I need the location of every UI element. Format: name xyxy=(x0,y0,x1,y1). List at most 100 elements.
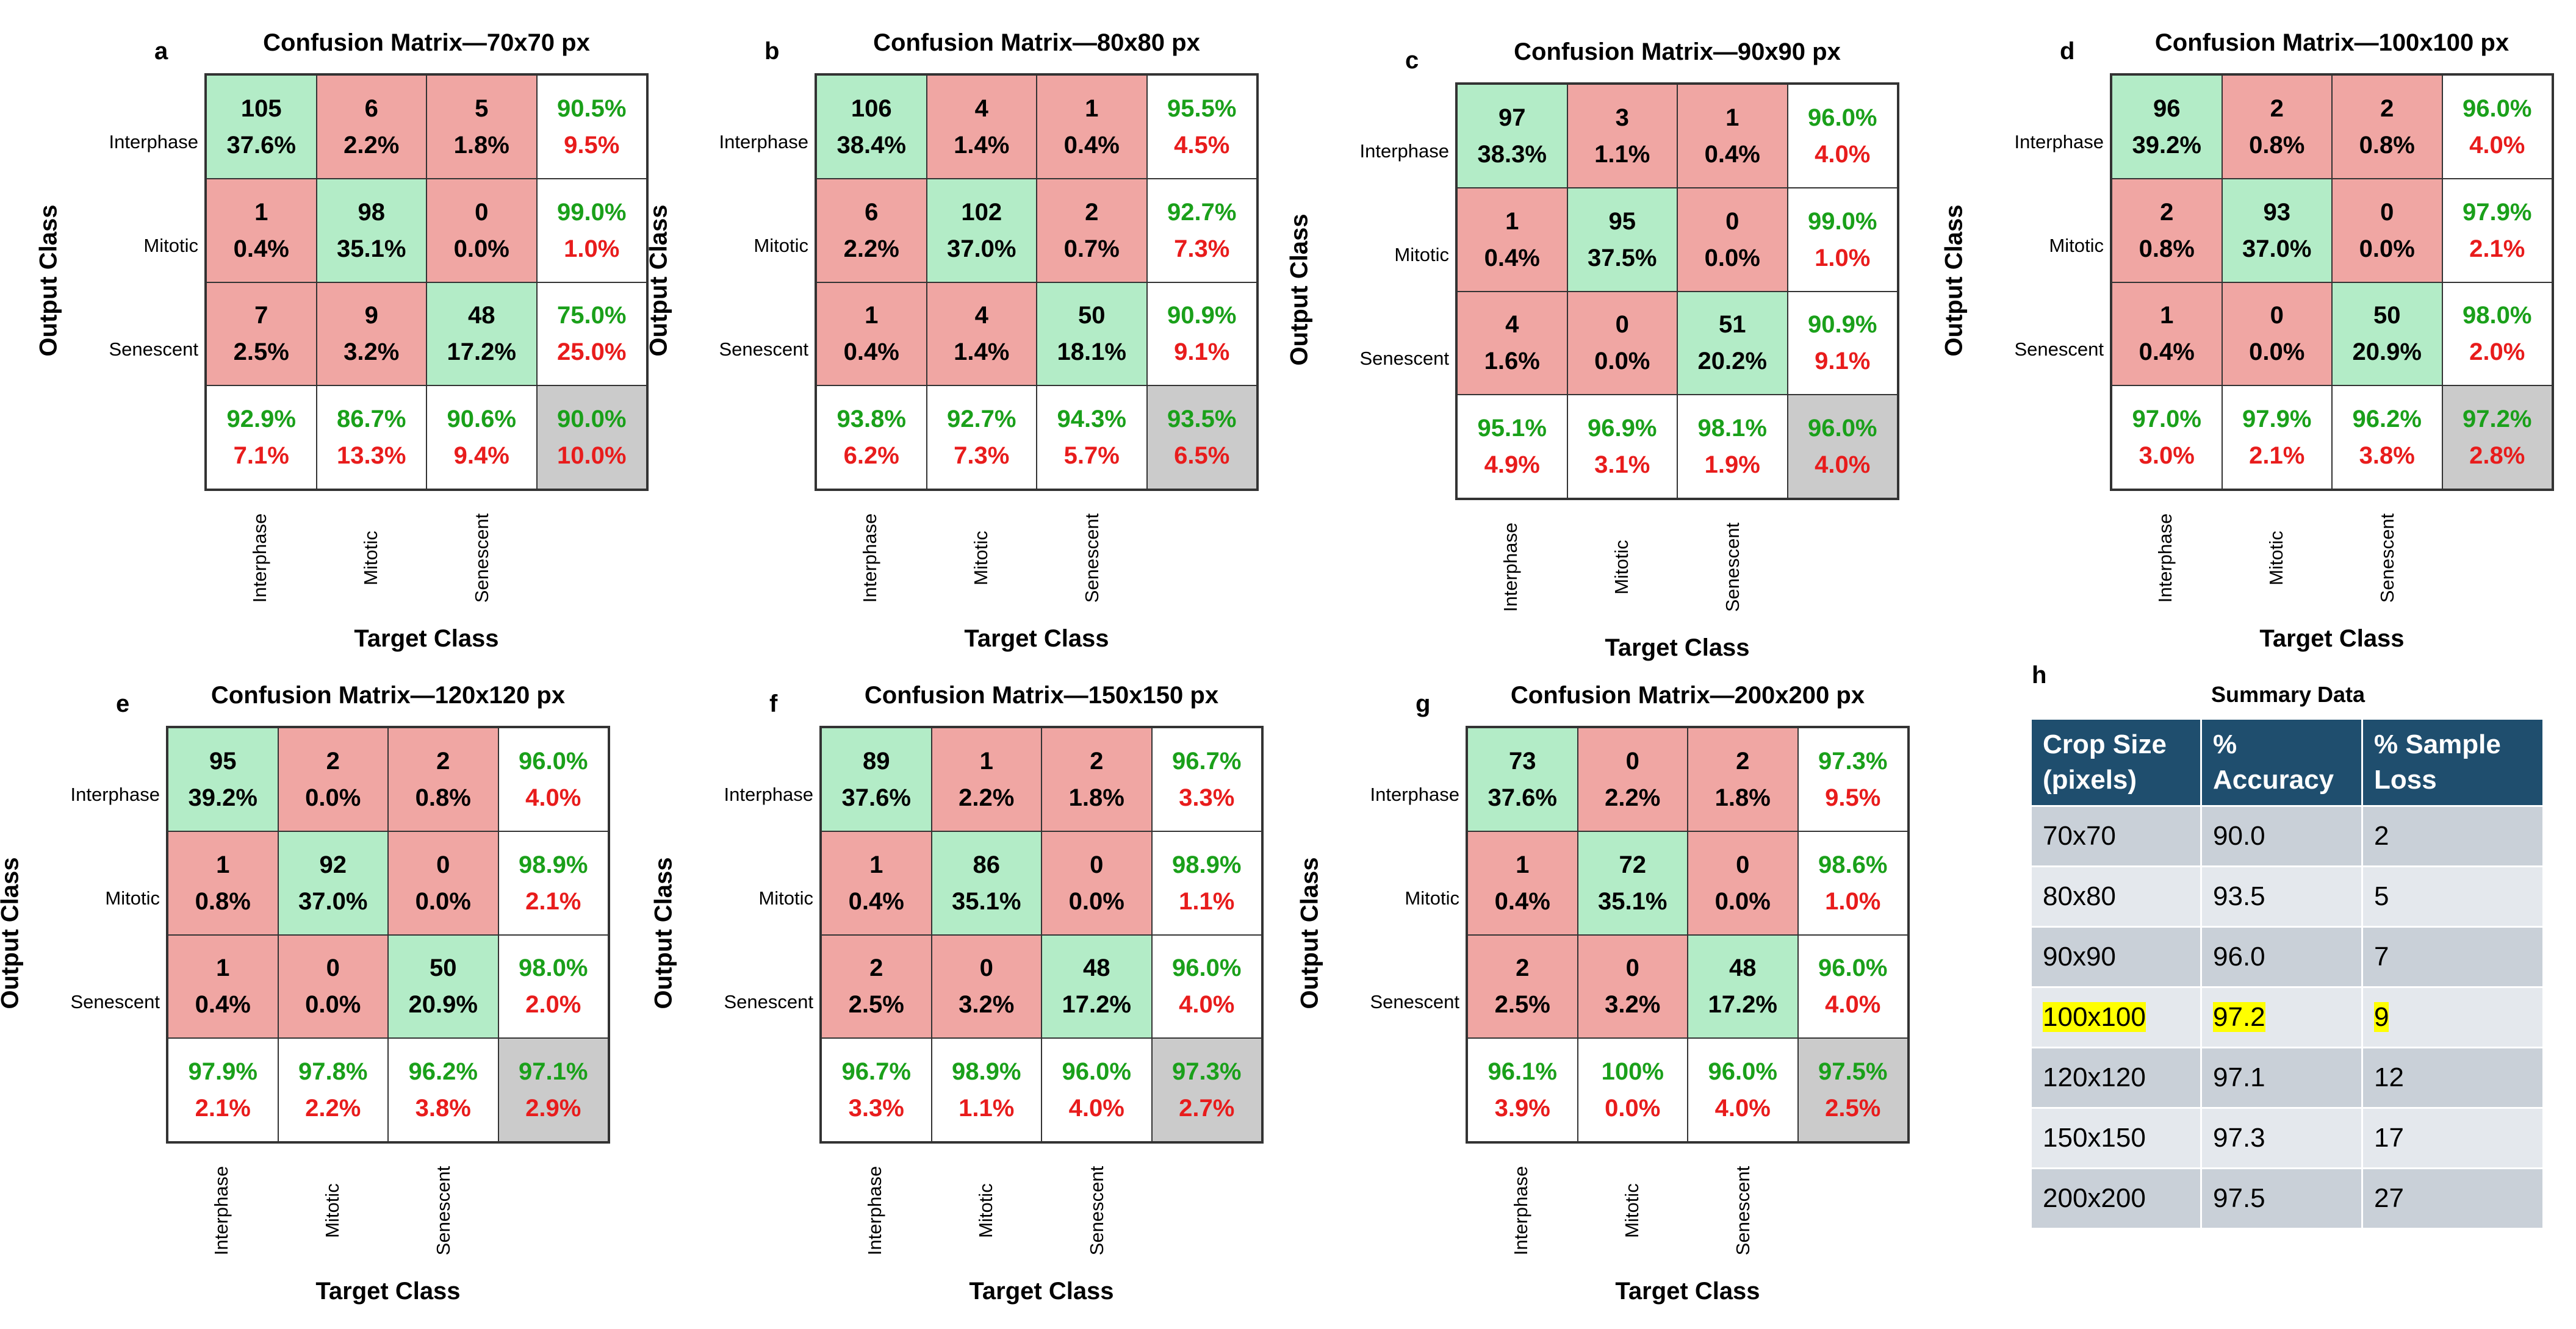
summary-cell-value: 2 xyxy=(2374,821,2389,851)
cell-value: 97.9% xyxy=(2242,406,2312,433)
cell-percent: 3.0% xyxy=(2139,442,2195,470)
matrix-cell: 1 0.4% xyxy=(2112,282,2222,386)
cell-percent: 2.0% xyxy=(2469,339,2525,366)
row-summary-cell: 98.9% 1.1% xyxy=(1151,831,1262,935)
cell-value: 97.5% xyxy=(1818,1058,1888,1086)
cell-value: 99.0% xyxy=(1808,207,1877,235)
cell-percent: 0.0% xyxy=(2249,339,2305,366)
overall-accuracy-cell: 97.1% 2.9% xyxy=(498,1038,608,1142)
matrix-cell: 89 37.6% xyxy=(821,728,932,831)
column-summary-cell: 86.7% 13.3% xyxy=(316,385,426,489)
cell-value: 1 xyxy=(216,955,230,982)
cell-percent: 1.9% xyxy=(1704,451,1760,479)
cell-percent: 2.5% xyxy=(848,991,904,1019)
cell-percent: 0.0% xyxy=(305,784,361,811)
cell-percent: 0.8% xyxy=(2139,235,2195,262)
cell-percent: 2.7% xyxy=(1179,1095,1235,1122)
x-axis-title: Target Class xyxy=(964,625,1109,652)
matrix-cell: 1 0.4% xyxy=(1677,84,1788,188)
matrix-title: Confusion Matrix—150x150 px xyxy=(864,682,1219,709)
summary-cell: 2 xyxy=(2362,805,2544,867)
cell-percent: 9.5% xyxy=(564,131,620,159)
cell-value: 2 xyxy=(326,747,340,775)
cell-percent: 3.8% xyxy=(415,1095,471,1122)
column-summary-cell: 93.8% 6.2% xyxy=(816,385,927,489)
cell-value: 0 xyxy=(2270,302,2284,329)
matrix-cell: 95 37.5% xyxy=(1567,187,1677,292)
column-summary-cell: 100% 0.0% xyxy=(1577,1038,1688,1142)
x-axis-title: Target Class xyxy=(1615,1278,1760,1305)
matrix-cell: 4 1.4% xyxy=(926,282,1037,386)
cell-percent: 2.1% xyxy=(2469,235,2525,262)
cell-value: 100% xyxy=(1601,1058,1664,1086)
summary-cell: 27 xyxy=(2362,1167,2544,1228)
x-axis-title: Target Class xyxy=(2259,625,2405,652)
cell-value: 1 xyxy=(216,851,230,878)
matrix-cell: 2 0.8% xyxy=(2222,75,2332,179)
cell-value: 50 xyxy=(2373,302,2401,329)
cell-value: 93.5% xyxy=(1167,406,1237,433)
summary-cell-value: 150x150 xyxy=(2043,1123,2146,1153)
cell-value: 93 xyxy=(2263,198,2291,226)
matrix-cell: 0 0.0% xyxy=(1042,831,1152,935)
cell-value: 5 xyxy=(475,95,489,122)
cell-value: 96.0% xyxy=(2463,95,2532,122)
cell-percent: 2.2% xyxy=(305,1095,361,1122)
column-summary-cell: 97.0% 3.0% xyxy=(2112,385,2222,489)
matrix-grid: 97 38.3% 3 1.1% 1 0.4% 96.0% 4.0% 1 0.4% 95 37.5% 0 0… xyxy=(1455,82,1899,500)
cell-value: 51 xyxy=(1719,311,1746,339)
row-summary-cell: 90.9% 9.1% xyxy=(1787,291,1898,395)
overall-accuracy-cell: 93.5% 6.5% xyxy=(1146,385,1257,489)
cell-value: 4 xyxy=(1505,311,1519,339)
cell-value: 106 xyxy=(851,95,892,122)
cell-percent: 35.1% xyxy=(337,235,406,262)
cell-percent: 35.1% xyxy=(1598,887,1668,915)
matrix-cell: 7 2.5% xyxy=(206,282,317,386)
cell-value: 97.8% xyxy=(298,1058,368,1086)
column-summary-cell: 96.9% 3.1% xyxy=(1567,395,1677,498)
column-label-mitotic: Mitotic xyxy=(1611,540,1632,595)
cell-percent: 5.7% xyxy=(1063,442,1120,470)
column-label-interphase: Interphase xyxy=(1500,522,1521,612)
matrix-cell: 95 39.2% xyxy=(168,728,278,831)
cell-value: 86.7% xyxy=(337,406,406,433)
matrix-cell: 0 0.0% xyxy=(388,831,498,935)
matrix-cell: 6 2.2% xyxy=(316,75,426,179)
matrix-cell: 2 0.8% xyxy=(2332,75,2442,179)
cell-value: 98.6% xyxy=(1818,851,1888,878)
cell-percent: 0.4% xyxy=(1494,887,1550,915)
matrix-cell: 2 0.0% xyxy=(278,728,388,831)
matrix-cell: 72 35.1% xyxy=(1577,831,1688,935)
column-label-interphase: Interphase xyxy=(2154,513,2176,603)
summary-cell-value: 27 xyxy=(2374,1183,2404,1213)
matrix-title: Confusion Matrix—200x200 px xyxy=(1510,682,1865,709)
row-label-mitotic: Mitotic xyxy=(2049,235,2104,256)
summary-cell-value: 97.3 xyxy=(2213,1123,2265,1153)
summary-cell-value: 96.0 xyxy=(2213,942,2265,972)
row-label-interphase: Interphase xyxy=(2014,131,2104,152)
cell-percent: 9.4% xyxy=(453,442,509,470)
cell-percent: 3.3% xyxy=(848,1095,904,1122)
cell-percent: 6.5% xyxy=(1174,442,1230,470)
cell-percent: 37.6% xyxy=(1488,784,1557,811)
cell-percent: 3.3% xyxy=(1179,784,1235,811)
cell-value: 0 xyxy=(1725,207,1740,235)
confusion-matrix-panel: b Confusion Matrix—80x80 px 106 38.4% 4 1.4% 1… xyxy=(646,29,1259,652)
row-label-interphase: Interphase xyxy=(109,131,199,152)
matrix-grid: 73 37.6% 0 2.2% 2 1.8% 97.3% 9.5% 1 0.4% 72 35.1% 0 0… xyxy=(1466,726,1910,1144)
matrix-cell: 0 0.0% xyxy=(1677,187,1788,292)
cell-value: 1 xyxy=(979,747,993,775)
row-summary-cell: 99.0% 1.0% xyxy=(536,178,647,282)
matrix-cell: 0 0.0% xyxy=(2222,282,2332,386)
cell-value: 98.0% xyxy=(519,955,588,982)
row-summary-cell: 96.7% 3.3% xyxy=(1151,728,1262,831)
cell-percent: 38.4% xyxy=(836,131,906,159)
cell-percent: 0.0% xyxy=(1594,348,1650,375)
row-summary-cell: 98.9% 2.1% xyxy=(498,831,608,935)
summary-row: 70x70 90.0 2 xyxy=(2032,805,2544,867)
cell-percent: 1.0% xyxy=(564,235,620,262)
x-axis-title: Target Class xyxy=(354,625,499,652)
row-summary-cell: 99.0% 1.0% xyxy=(1787,187,1898,292)
cell-percent: 37.6% xyxy=(226,131,296,159)
cell-value: 2 xyxy=(2270,95,2284,122)
